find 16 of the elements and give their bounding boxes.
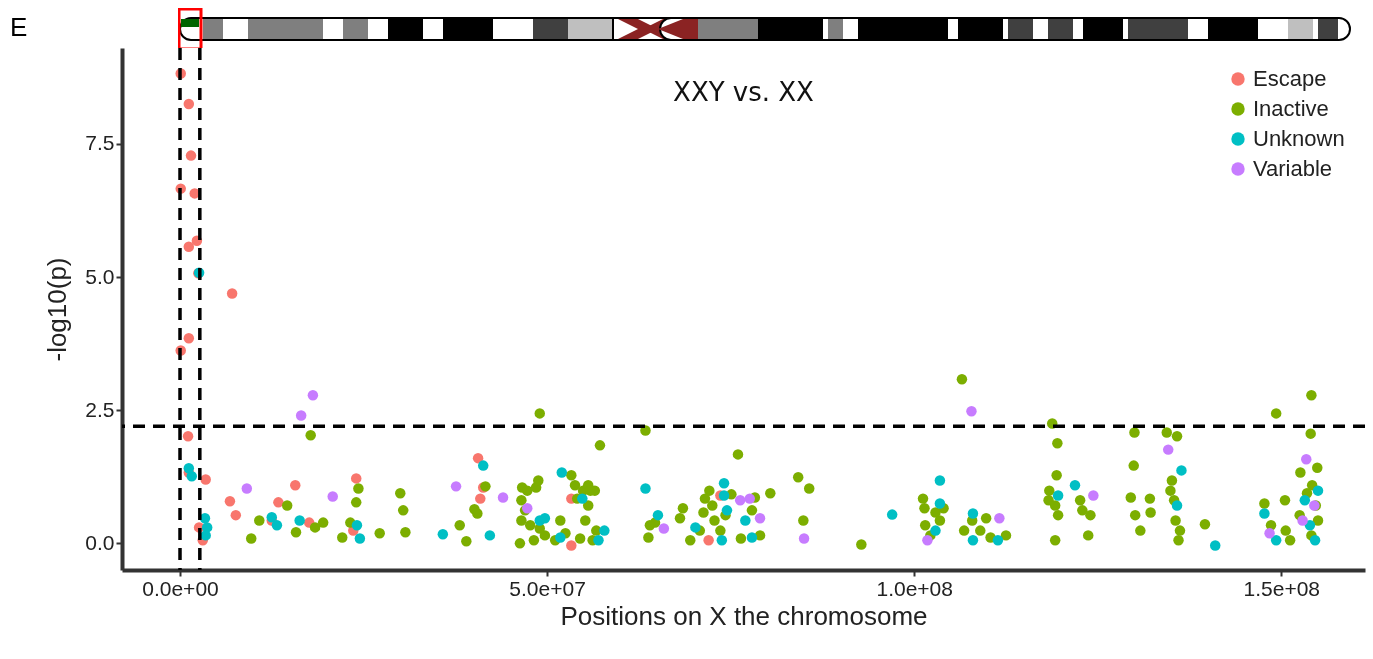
- y-tick-label: 0.0: [85, 530, 115, 554]
- legend-label: Escape: [1253, 66, 1327, 91]
- y-tick-label: 5.0: [85, 264, 115, 288]
- y-tick-label: 2.5: [85, 397, 115, 421]
- x-tick-label: 0.0e+00: [142, 576, 219, 600]
- legend-label: Variable: [1253, 156, 1333, 181]
- y-tick-label: 7.5: [85, 131, 115, 155]
- y-axis-title: -log10(p): [42, 257, 73, 362]
- legend-label: Inactive: [1253, 96, 1329, 121]
- text: E: [10, 12, 28, 43]
- legend-label: Unknown: [1253, 126, 1345, 151]
- x-axis-title: Positions on X the chromosome: [560, 600, 928, 631]
- x-tick-label: 1.5e+08: [1243, 576, 1321, 600]
- x-tick-label: 5.0e+07: [509, 576, 586, 600]
- text: XXY vs. XX: [673, 77, 814, 108]
- x-tick-label: 1.0e+08: [876, 576, 953, 600]
